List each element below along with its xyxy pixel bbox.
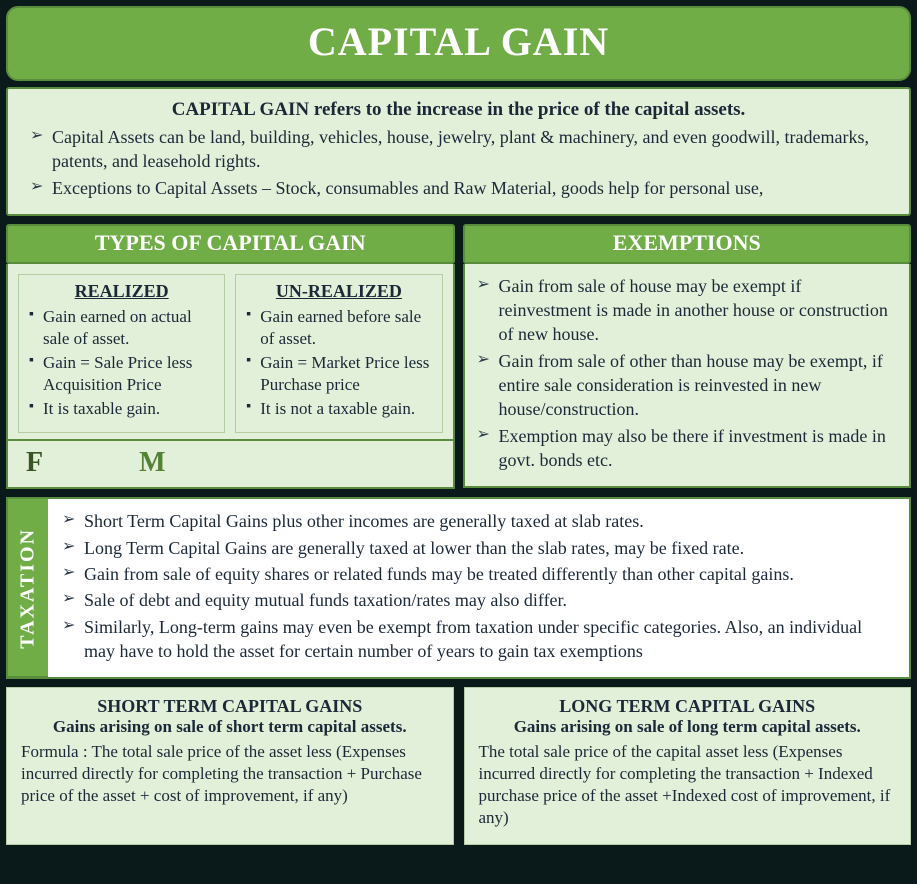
taxation-item: Long Term Capital Gains are generally ta… [58,536,893,560]
intro-bullet: Exceptions to Capital Assets – Stock, co… [26,176,891,200]
unrealized-title: UN-REALIZED [246,281,431,302]
title-banner: CAPITAL GAIN [6,6,911,81]
types-column: TYPES OF CAPITAL GAIN REALIZED Gain earn… [6,224,455,489]
letter-f: F [26,447,42,478]
short-term-body: Formula : The total sale price of the as… [21,741,439,807]
short-term-card: SHORT TERM CAPITAL GAINS Gains arising o… [6,687,454,844]
taxation-tab: TAXATION [8,499,48,677]
unrealized-list: Gain earned before sale of asset. Gain =… [246,306,431,420]
types-exemptions-row: TYPES OF CAPITAL GAIN REALIZED Gain earn… [6,224,911,489]
realized-item: It is taxable gain. [29,398,214,420]
taxation-item: Gain from sale of equity shares or relat… [58,562,893,586]
intro-list: Capital Assets can be land, building, ve… [26,125,891,200]
taxation-item: Sale of debt and equity mutual funds tax… [58,588,893,612]
exemptions-body: Gain from sale of house may be exempt if… [463,264,912,488]
realized-item: Gain earned on actual sale of asset. [29,306,214,350]
intro-panel: CAPITAL GAIN refers to the increase in t… [6,87,911,216]
exemptions-column: EXEMPTIONS Gain from sale of house may b… [463,224,912,489]
realized-title: REALIZED [29,281,214,302]
unrealized-card: UN-REALIZED Gain earned before sale of a… [235,274,442,433]
taxation-item: Similarly, Long-term gains may even be e… [58,615,893,664]
letter-m: M [139,447,165,478]
realized-list: Gain earned on actual sale of asset. Gai… [29,306,214,420]
unrealized-item: It is not a taxable gain. [246,398,431,420]
taxation-list: Short Term Capital Gains plus other inco… [58,509,893,663]
exemption-item: Exemption may also be there if investmen… [473,424,898,473]
fm-row: F M [6,441,455,489]
types-body: REALIZED Gain earned on actual sale of a… [6,264,455,441]
long-term-subtitle: Gains arising on sale of long term capit… [479,717,897,737]
short-term-subtitle: Gains arising on sale of short term capi… [21,717,439,737]
realized-card: REALIZED Gain earned on actual sale of a… [18,274,225,433]
intro-lead: CAPITAL GAIN refers to the increase in t… [26,99,891,121]
exemptions-heading: EXEMPTIONS [463,224,912,264]
short-term-title: SHORT TERM CAPITAL GAINS [21,696,439,717]
realized-item: Gain = Sale Price less Acquisition Price [29,352,214,396]
exemptions-list: Gain from sale of house may be exempt if… [473,274,898,472]
unrealized-item: Gain = Market Price less Purchase price [246,352,431,396]
exemption-item: Gain from sale of house may be exempt if… [473,274,898,347]
long-term-body: The total sale price of the capital asse… [479,741,897,829]
taxation-panel: TAXATION Short Term Capital Gains plus o… [6,497,911,679]
long-term-title: LONG TERM CAPITAL GAINS [479,696,897,717]
types-heading: TYPES OF CAPITAL GAIN [6,224,455,264]
page-title: CAPITAL GAIN [8,18,909,65]
taxation-body: Short Term Capital Gains plus other inco… [48,499,909,677]
bottom-row: SHORT TERM CAPITAL GAINS Gains arising o… [6,687,911,844]
taxation-item: Short Term Capital Gains plus other inco… [58,509,893,533]
long-term-card: LONG TERM CAPITAL GAINS Gains arising on… [464,687,912,844]
unrealized-item: Gain earned before sale of asset. [246,306,431,350]
intro-bullet: Capital Assets can be land, building, ve… [26,125,891,174]
exemption-item: Gain from sale of other than house may b… [473,349,898,422]
